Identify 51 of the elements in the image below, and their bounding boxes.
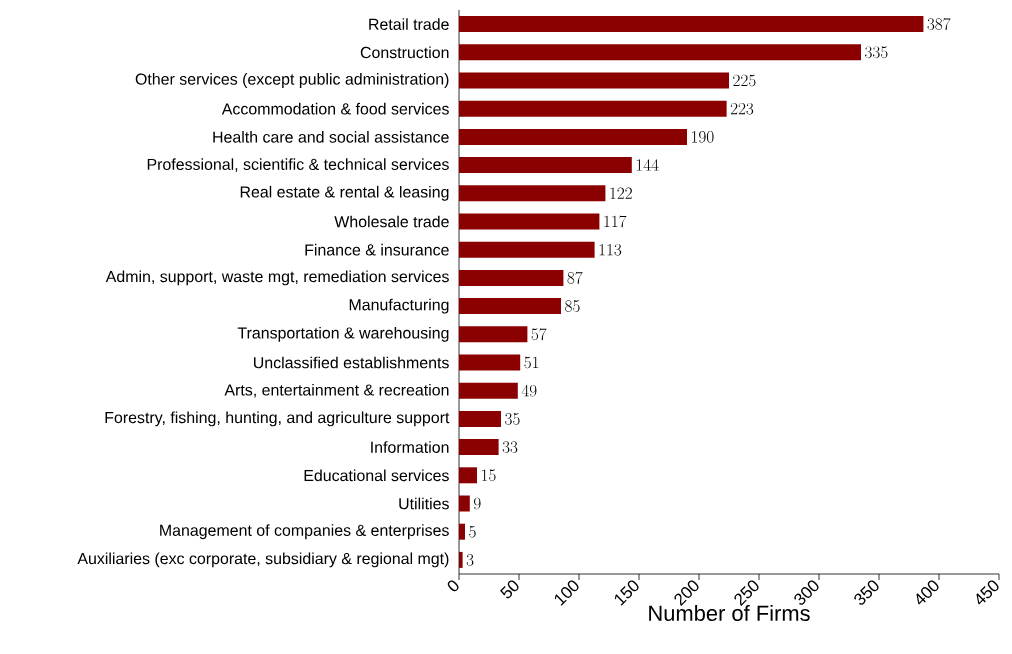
data-label: 190	[692, 131, 714, 143]
x-tick-label: 450	[976, 580, 999, 605]
x-tick-label: 400	[916, 580, 939, 605]
data-label: 35	[505, 413, 520, 425]
x-axis-title: Number of Firms	[649, 604, 810, 622]
y-tick-label: Construction	[360, 46, 449, 59]
data-label: 225	[733, 74, 756, 87]
y-tick-label: Utilities	[399, 497, 449, 510]
data-label: 335	[865, 46, 888, 59]
y-tick-label: Unclassified establishments	[254, 356, 449, 369]
data-label: 57	[531, 328, 547, 341]
data-label: 122	[610, 187, 632, 199]
data-label: 49	[521, 384, 537, 397]
data-label: 33	[502, 441, 518, 453]
data-label: 117	[604, 215, 627, 228]
y-tick-label: Health care and social assistance	[213, 131, 449, 143]
x-tick-label: 0	[447, 580, 459, 592]
data-label: 223	[730, 102, 754, 115]
data-label: 3	[466, 554, 474, 566]
y-tick-label: Real estate & rental & leasing	[240, 185, 449, 201]
y-tick-label: Educational services	[304, 469, 449, 482]
y-tick-label: Management of companies & enterprises	[160, 524, 449, 540]
y-tick-label: Admin, support, waste mgt, remediation services	[105, 270, 449, 286]
y-tick-label: Retail trade	[369, 18, 449, 30]
x-tick-label: 200	[674, 580, 699, 606]
y-tick-label: Auxiliaries (exc corporate, subsidiary & regional mgt)	[77, 552, 449, 568]
y-tick-label: Transportation & warehousing	[237, 326, 449, 342]
x-tick-label: 50	[500, 580, 519, 599]
data-label: 85	[565, 300, 580, 312]
y-tick-label: Accommodation & food services	[221, 102, 449, 115]
x-tick-label: 100	[554, 580, 579, 606]
data-label: 9	[473, 497, 481, 510]
y-tick-label: Arts, entertainment & recreation	[224, 383, 449, 398]
y-tick-label: Wholesale trade	[334, 215, 449, 228]
y-tick-label: Information	[371, 441, 449, 453]
data-label: 51	[524, 356, 539, 369]
y-tick-label: Other services (except public administration)	[135, 73, 449, 88]
x-tick-label: 300	[794, 580, 819, 605]
x-tick-label: 150	[614, 580, 639, 606]
y-tick-label: Finance & insurance	[305, 243, 449, 256]
data-label: 5	[469, 525, 476, 538]
y-tick-label: Manufacturing	[349, 298, 449, 314]
y-tick-label: Professional, scientific & technical services	[147, 158, 449, 172]
data-label: 15	[482, 469, 496, 482]
data-label: 144	[636, 159, 659, 171]
y-tick-label: Forestry, fishing, hunting, and agriculture support	[105, 411, 450, 427]
data-label: 113	[599, 243, 622, 256]
x-tick-label: 250	[734, 580, 759, 606]
x-tick-label: 350	[854, 580, 879, 605]
data-label: 387	[927, 17, 951, 30]
data-label: 87	[567, 271, 583, 284]
